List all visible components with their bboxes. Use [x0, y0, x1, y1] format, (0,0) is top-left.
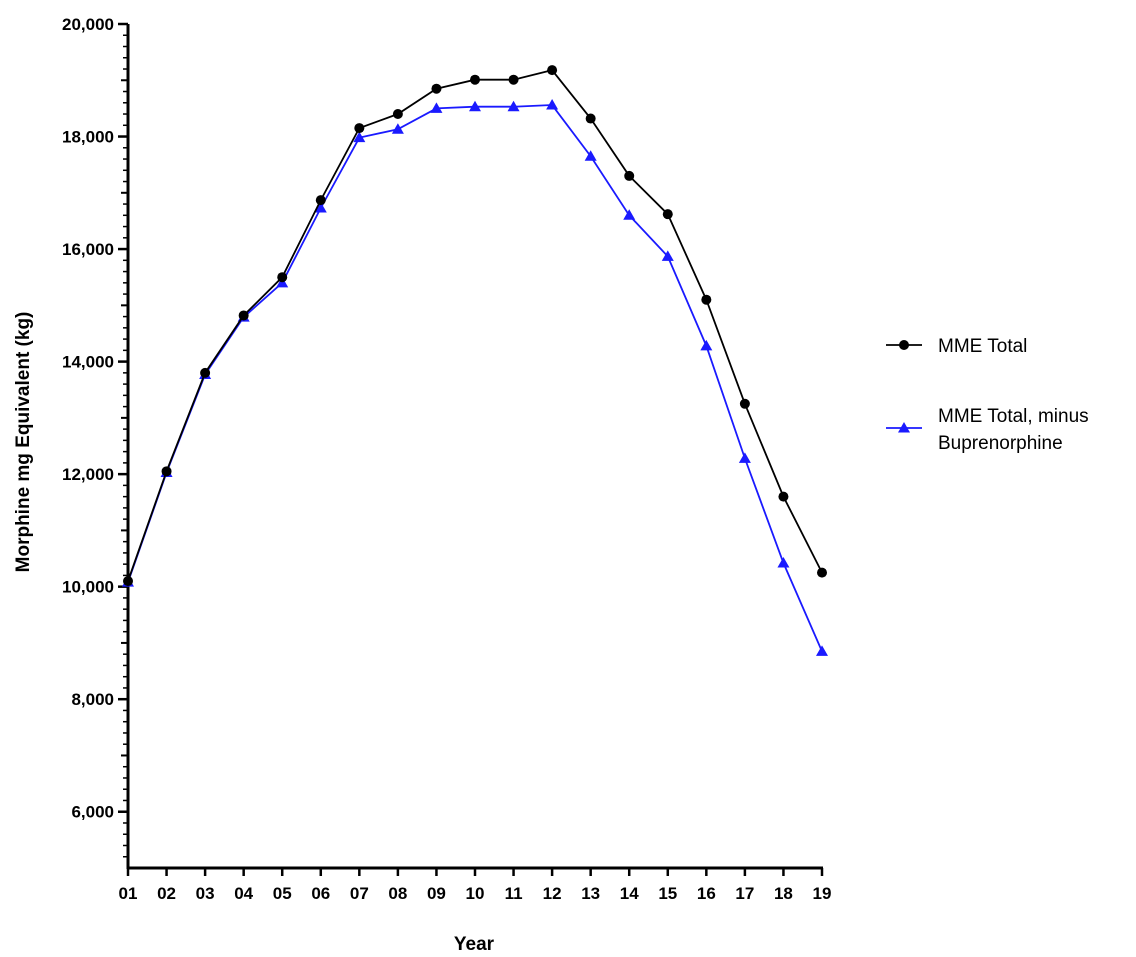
y-tick-label: 16,000	[62, 240, 114, 259]
x-tick-label: 05	[273, 884, 292, 903]
data-point	[470, 74, 480, 85]
y-tick-label: 18,000	[62, 128, 114, 147]
x-tick-label: 10	[466, 884, 485, 903]
data-point	[701, 294, 712, 305]
data-point	[123, 576, 133, 587]
y-tick-label: 6,000	[71, 803, 114, 822]
series-layer	[122, 65, 828, 656]
data-point	[315, 195, 326, 206]
x-tick-label: 11	[505, 884, 523, 903]
legend-label: MME Total, minus	[938, 406, 1089, 427]
legend-item: MME Total, minus Buprenorphine	[886, 406, 1089, 454]
legend-marker	[898, 422, 910, 433]
x-tick-label: 01	[119, 884, 138, 903]
data-point	[507, 100, 520, 112]
axes: 6,000 8,000 10,000 12,000 14,000 16,000 18,000…	[62, 15, 831, 903]
data-point	[817, 567, 827, 578]
data-point	[430, 102, 443, 113]
data-point	[585, 113, 596, 124]
series-1	[123, 65, 827, 587]
data-point	[816, 645, 828, 656]
x-tick-label: 16	[697, 884, 716, 903]
data-point	[547, 65, 558, 76]
data-point	[778, 491, 789, 502]
y-tick-label: 12,000	[62, 465, 114, 484]
x-tick-label: 09	[427, 884, 446, 903]
data-point	[391, 123, 404, 134]
data-point	[353, 131, 366, 143]
data-point	[354, 123, 365, 134]
legend: MME Total MME Total, minus Buprenorphine	[886, 336, 1089, 454]
x-tick-label: 04	[234, 884, 253, 903]
data-point	[661, 250, 674, 261]
y-tick-label: 20,000	[62, 15, 114, 34]
x-tick-label: 15	[658, 884, 677, 903]
x-tick-label: 06	[311, 884, 330, 903]
x-tick-label: 07	[350, 884, 369, 903]
data-point	[200, 367, 211, 378]
data-point	[623, 209, 636, 220]
data-point	[700, 339, 713, 351]
data-point	[738, 452, 751, 463]
data-point	[161, 466, 172, 477]
data-point	[662, 209, 673, 220]
x-tick-label: 19	[813, 884, 832, 903]
legend-item: MME Total	[886, 336, 1027, 357]
x-axis-title: Year	[454, 934, 495, 955]
x-ticks: 01 02 03 04 05 06 07 08 09 10 11 12 13 14 15 16 17 18 19	[119, 868, 832, 903]
data-point	[624, 170, 635, 181]
x-tick-label: 18	[774, 884, 793, 903]
data-point	[739, 398, 750, 409]
y-axis-title: Morphine mg Equivalent (kg)	[13, 312, 34, 573]
y-tick-label: 8,000	[71, 690, 114, 709]
series-line	[127, 104, 823, 652]
x-tick-label: 17	[735, 884, 754, 903]
data-point	[238, 310, 249, 321]
data-point	[392, 109, 403, 120]
y-minor-ticks	[121, 34, 128, 858]
legend-label: MME Total	[938, 336, 1027, 357]
data-point	[508, 74, 519, 85]
series-2	[122, 99, 828, 656]
data-point	[431, 83, 442, 94]
legend-label: Buprenorphine	[938, 433, 1063, 454]
x-tick-label: 14	[620, 884, 639, 903]
x-tick-label: 12	[543, 884, 562, 903]
y-tick-label: 14,000	[62, 353, 114, 372]
y-major-ticks: 6,000 8,000 10,000 12,000 14,000 16,000 18,000…	[62, 15, 128, 822]
data-point	[469, 100, 481, 112]
series-line	[127, 69, 823, 582]
x-tick-label: 08	[388, 884, 407, 903]
data-point	[777, 557, 790, 568]
y-tick-label: 10,000	[62, 578, 114, 597]
x-tick-label: 03	[196, 884, 215, 903]
data-point	[277, 272, 288, 283]
data-point	[546, 99, 559, 110]
x-tick-label: 02	[157, 884, 176, 903]
data-point	[584, 150, 597, 161]
data-point	[314, 201, 327, 213]
legend-marker	[899, 340, 909, 350]
x-tick-label: 13	[581, 884, 600, 903]
